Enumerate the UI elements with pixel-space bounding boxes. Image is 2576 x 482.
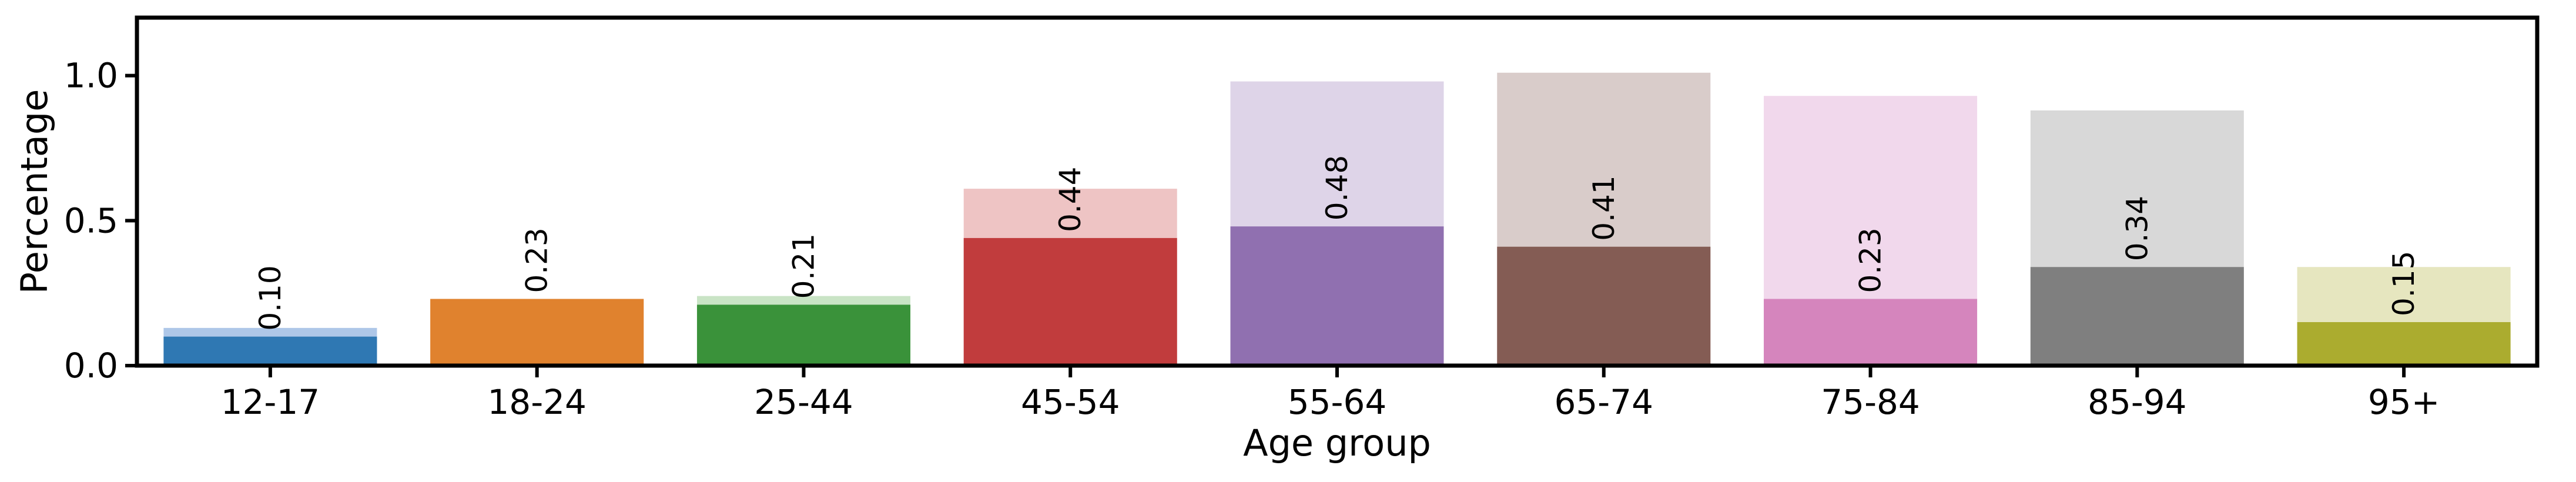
- bar-85-94: [2030, 267, 2244, 366]
- data-label-45-54: 0.44: [1053, 167, 1087, 232]
- x-tick-label: 45-54: [1021, 382, 1120, 422]
- data-label-95+: 0.15: [2387, 251, 2421, 316]
- data-label-65-74: 0.41: [1587, 175, 1621, 240]
- x-tick-label: 85-94: [2088, 382, 2187, 422]
- x-tick-label: 75-84: [1821, 382, 1920, 422]
- x-axis-ticks: 12-17 18-24 25-44 45-54 55-64 65-74 75-84 85-94…: [221, 366, 2440, 422]
- x-tick-label: 12-17: [221, 382, 320, 422]
- bar-95+: [2297, 322, 2511, 366]
- foreground-bars: [163, 226, 2511, 366]
- data-label-55-64: 0.48: [1320, 155, 1354, 220]
- x-tick-label: 18-24: [487, 382, 587, 422]
- x-tick-label: 65-74: [1555, 382, 1654, 422]
- x-tick-label: 95+: [2368, 382, 2440, 422]
- data-labels: 0.10 0.23 0.21 0.44 0.48 0.41 0.23 0.34 0.15: [253, 155, 2421, 331]
- y-tick-label: 1.0: [64, 56, 118, 96]
- bar-45-54: [963, 237, 1177, 366]
- bar-75-84: [1764, 299, 1978, 366]
- y-axis-title: Percentage: [13, 89, 56, 294]
- y-tick-label: 0.0: [64, 346, 118, 386]
- y-tick-label: 0.5: [64, 200, 118, 240]
- bar-25-44: [696, 304, 910, 366]
- x-axis-title: Age group: [1243, 421, 1431, 464]
- data-label-85-94: 0.34: [2120, 196, 2154, 261]
- x-tick-label: 25-44: [754, 382, 853, 422]
- data-label-18-24: 0.23: [520, 227, 554, 293]
- data-label-12-17: 0.10: [253, 265, 287, 330]
- data-label-25-44: 0.21: [786, 233, 820, 299]
- bar-55-64: [1230, 226, 1444, 366]
- bar-65-74: [1497, 246, 1711, 366]
- x-tick-label: 55-64: [1288, 382, 1387, 422]
- data-label-75-84: 0.23: [1854, 227, 1888, 293]
- y-axis-ticks: 0.0 0.5 1.0: [64, 56, 137, 386]
- bar-18-24: [430, 299, 644, 366]
- bar-12-17: [163, 336, 377, 366]
